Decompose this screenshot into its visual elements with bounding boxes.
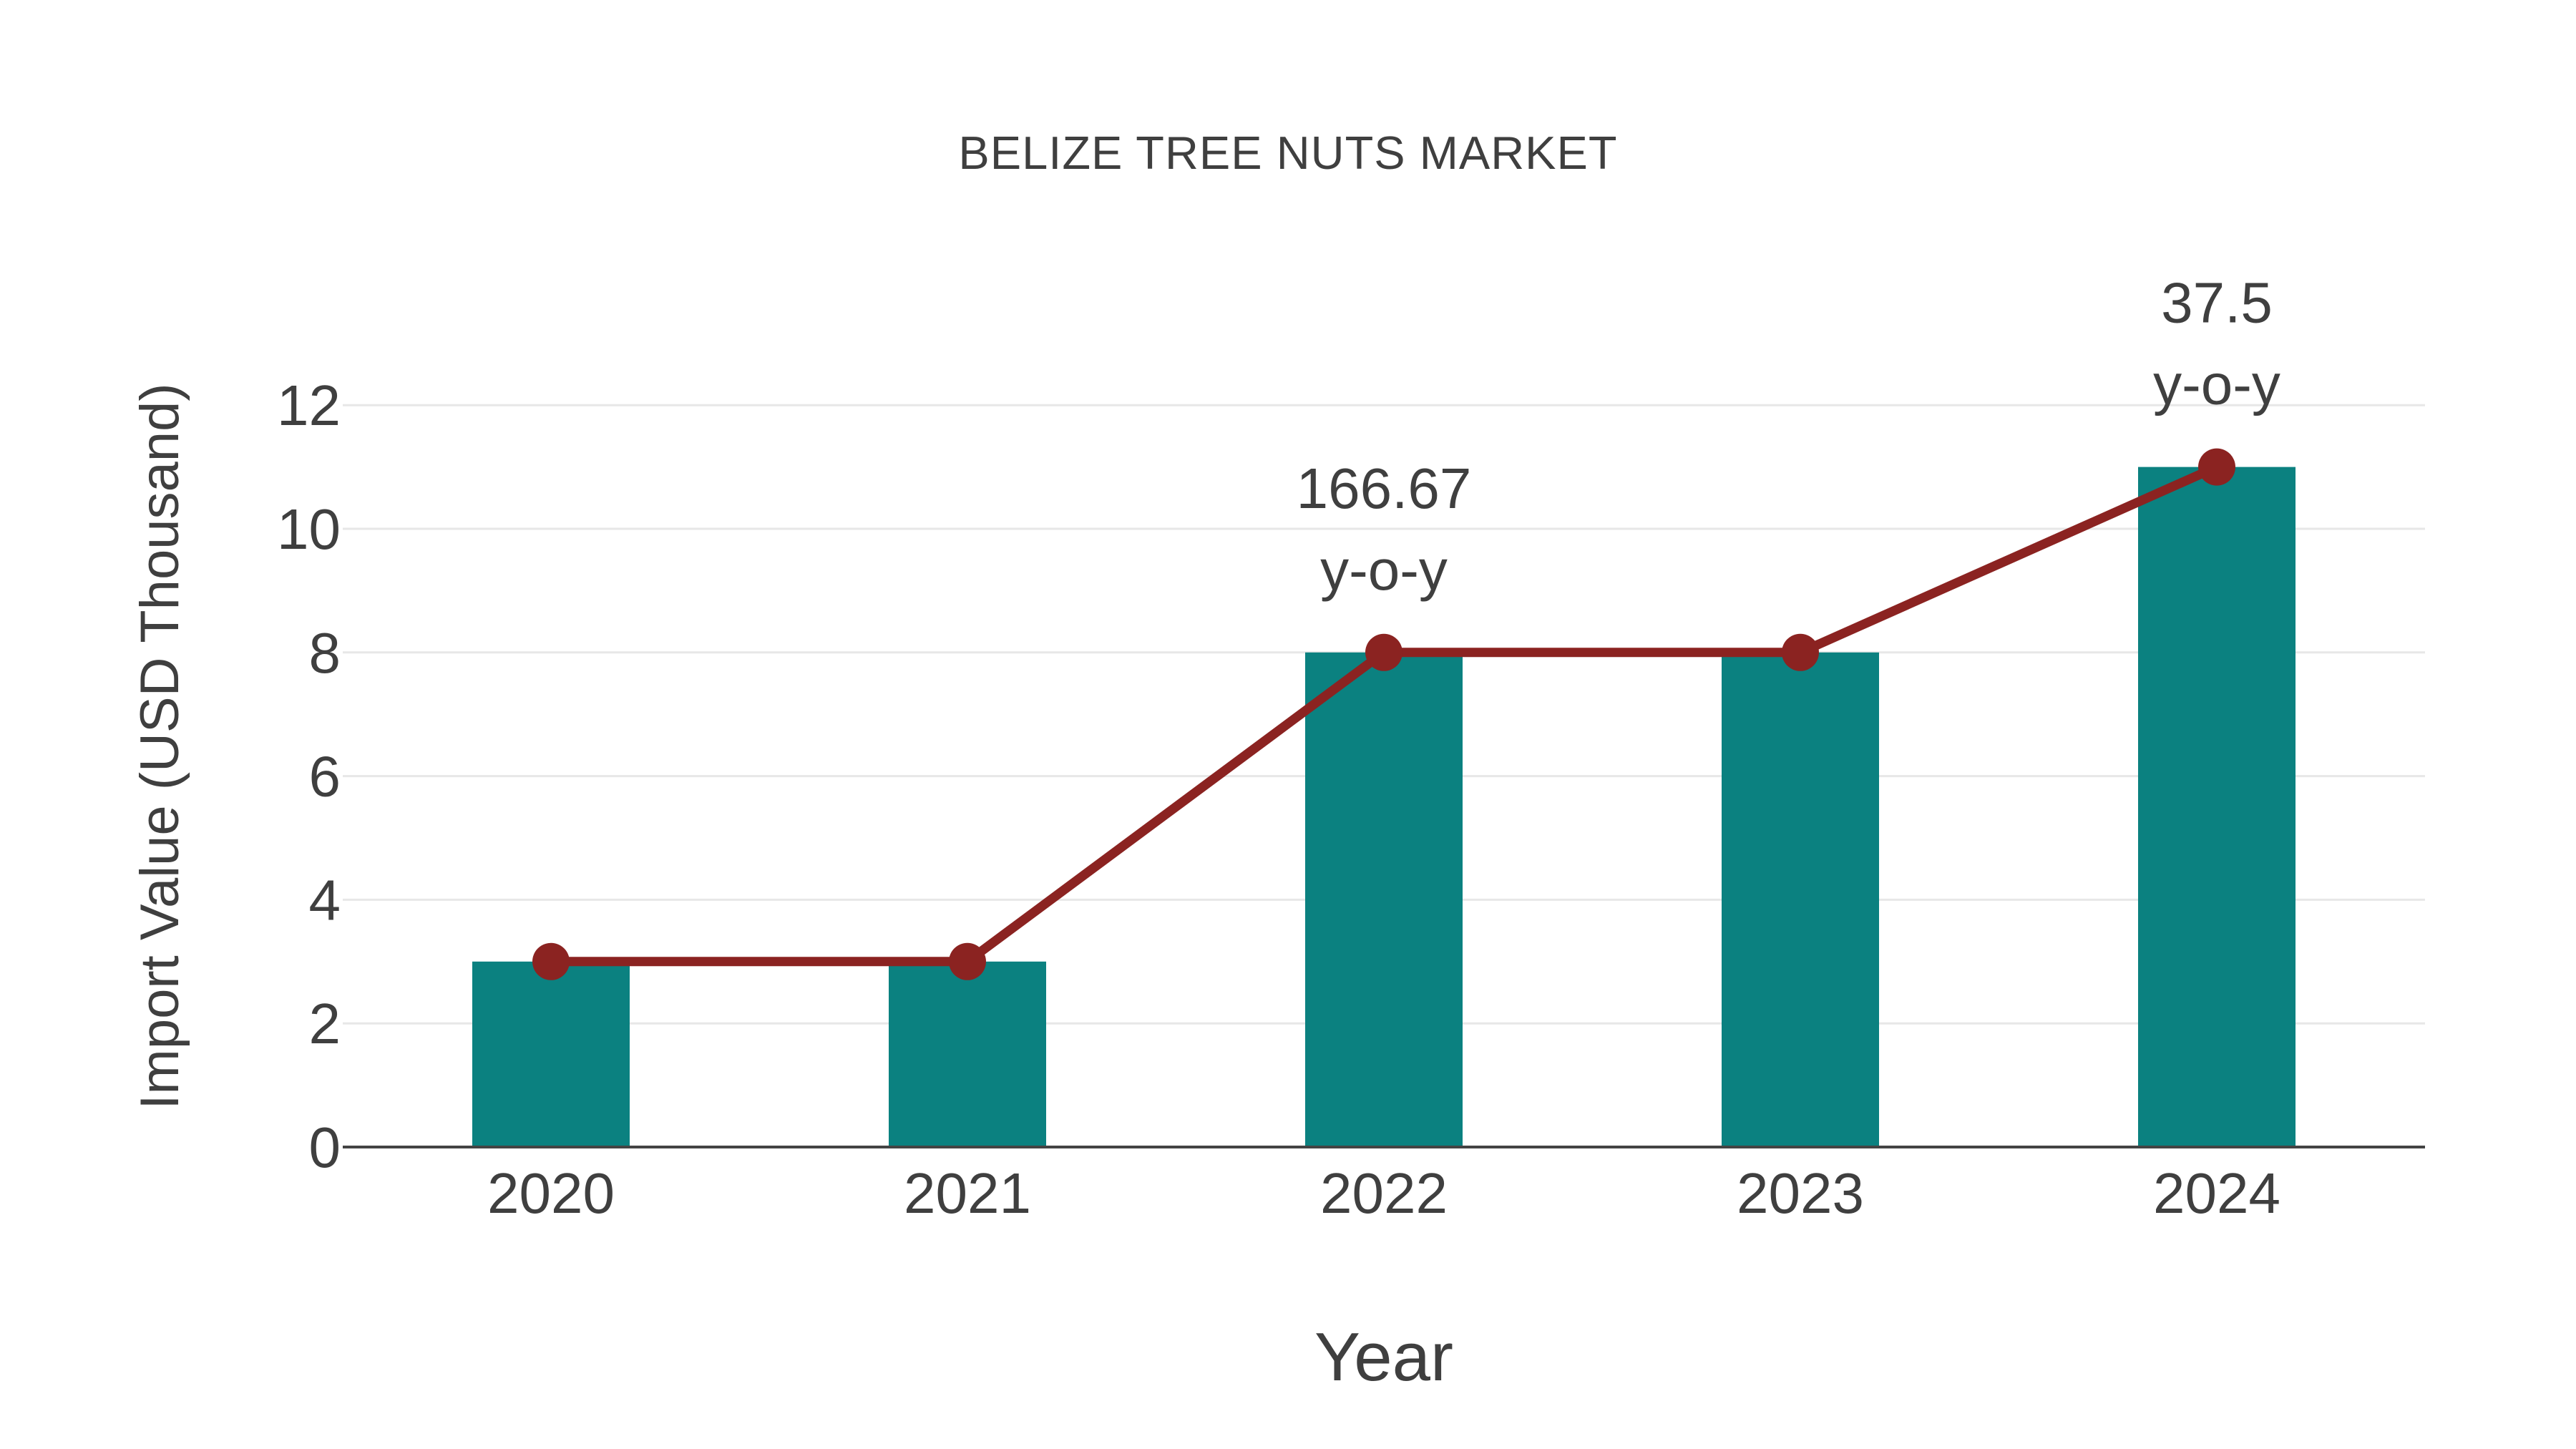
x-tick-label-2022: 2022 [1320,1161,1448,1225]
x-tick-label-2021: 2021 [904,1161,1031,1225]
y-tick-label: 8 [309,621,341,685]
bar-2021[interactable] [889,961,1046,1147]
bar-2020[interactable] [472,961,630,1147]
bar-2022[interactable] [1305,652,1463,1147]
y-tick-label: 6 [309,745,341,809]
annotation-2022-line2: y-o-y [1320,538,1448,602]
annotation-2022-line1: 166.67 [1297,457,1472,520]
x-tick-label-2023: 2023 [1737,1161,1864,1225]
chart-title: BELIZE TREE NUTS MARKET [958,127,1618,179]
x-tick-label-2020: 2020 [487,1161,615,1225]
x-axis-title: Year [1314,1319,1453,1395]
annotation-2024-line2: y-o-y [2153,353,2280,416]
data-point-2021[interactable] [949,942,986,980]
y-tick-label: 12 [277,374,341,437]
y-tick-label: 4 [309,868,341,932]
data-point-2020[interactable] [532,942,570,980]
data-point-2023[interactable] [1782,633,1819,671]
data-point-2024[interactable] [2198,448,2235,486]
y-tick-label: 0 [309,1116,341,1179]
y-tick-label: 2 [309,992,341,1055]
bar-2024[interactable] [2138,467,2296,1147]
x-tick-label-2024: 2024 [2153,1161,2280,1225]
data-point-2022[interactable] [1365,633,1402,671]
annotation-2024-line1: 37.5 [2161,271,2273,335]
bar-2023[interactable] [1722,652,1879,1147]
y-tick-label: 10 [277,497,341,561]
